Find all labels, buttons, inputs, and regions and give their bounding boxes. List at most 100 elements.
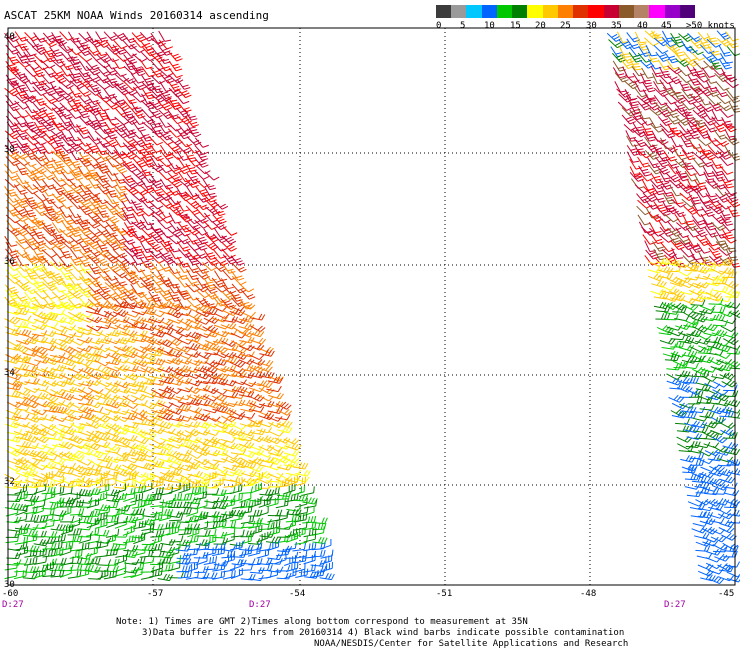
wind-barb [104, 59, 118, 70]
wind-barb [13, 184, 28, 195]
wind-barb [727, 517, 740, 524]
wind-barb [139, 130, 153, 142]
wind-barb [15, 282, 31, 292]
wind-barb [68, 207, 82, 219]
wind-barb [713, 129, 728, 140]
wind-barb [274, 455, 291, 464]
wind-barb [15, 329, 32, 337]
wind-barb [195, 186, 210, 197]
wind-barb [42, 454, 58, 461]
wind-barb [176, 79, 191, 90]
wind-barb [168, 378, 184, 386]
wind-barb [6, 383, 23, 391]
wind-barb [40, 121, 56, 132]
wind-barb [22, 285, 38, 295]
wind-barb [85, 165, 99, 177]
wind-barb [141, 88, 155, 100]
note-line-3: NOAA/NESDIS/Center for Satellite Applica… [116, 639, 628, 650]
wind-barb [675, 418, 690, 425]
wind-barb [96, 108, 110, 120]
wind-barb [25, 109, 40, 120]
wind-barb [123, 380, 140, 388]
wind-barb [123, 138, 139, 148]
wind-barb [4, 569, 18, 580]
wind-barb [185, 313, 202, 320]
wind-barb [86, 394, 103, 401]
wind-barb [6, 340, 23, 347]
lat-label: 38 [4, 145, 15, 155]
wind-barb [15, 87, 29, 99]
wind-barb [70, 407, 86, 414]
wind-barb [87, 458, 104, 466]
wind-barb [14, 299, 31, 308]
wind-barb [42, 235, 57, 245]
wind-barb [7, 495, 22, 503]
wind-barb [193, 256, 209, 266]
wind-barb [168, 256, 184, 266]
wind-barb [133, 437, 150, 445]
wind-barb [285, 442, 302, 451]
wind-barb [202, 307, 218, 316]
wind-barb [33, 255, 49, 264]
wind-barb [52, 380, 68, 388]
scale-swatch [649, 5, 665, 18]
wind-barb [103, 316, 120, 325]
wind-barb [113, 427, 130, 435]
wind-barb [141, 100, 156, 110]
wind-barb [160, 435, 176, 443]
wind-barb [149, 116, 163, 128]
wind-barb [79, 170, 94, 181]
wind-barb [140, 137, 154, 148]
wind-barb [176, 262, 191, 274]
wind-barb [87, 130, 101, 142]
wind-barb [34, 400, 51, 408]
wind-barb [158, 135, 174, 146]
wind-barb [131, 151, 147, 160]
wind-barb [51, 291, 67, 301]
wind-barb [50, 364, 67, 372]
wind-barb [77, 351, 94, 360]
wind-barb [123, 372, 140, 381]
wind-barb [158, 45, 173, 56]
wind-barb [721, 228, 735, 240]
wind-barb [15, 356, 32, 364]
wind-barb [159, 277, 174, 288]
wind-barb [131, 409, 147, 417]
wind-barb [166, 304, 183, 312]
wind-barb [185, 289, 200, 301]
wind-barb [230, 270, 245, 281]
wind-barb [157, 412, 174, 421]
wind-barb [96, 421, 113, 430]
wind-barb [15, 370, 31, 378]
wind-barb [67, 142, 83, 152]
wind-barb [292, 543, 307, 552]
wind-barb [194, 372, 211, 380]
wind-barb [232, 433, 248, 442]
wind-barb [24, 240, 40, 251]
wind-barb [139, 31, 155, 42]
wind-barb [131, 221, 147, 230]
wind-barb [77, 156, 92, 167]
wind-barb [247, 444, 264, 451]
wind-barb [68, 157, 82, 169]
wind-barb [123, 365, 139, 372]
wind-barb [112, 309, 129, 317]
wind-barb [177, 88, 192, 99]
wind-barb [16, 143, 31, 154]
wind-barb [15, 173, 29, 185]
wind-barb [168, 290, 181, 302]
wind-barb [58, 198, 73, 209]
wind-barb [6, 227, 22, 237]
wind-barb [14, 379, 31, 386]
wind-barb [150, 329, 167, 338]
wind-barb [24, 255, 40, 265]
wind-barb [202, 262, 218, 272]
wind-barb [141, 336, 158, 345]
wind-barb [727, 509, 740, 517]
wind-barb [76, 360, 93, 367]
wind-barb [52, 557, 67, 565]
wind-barb [707, 136, 722, 147]
wind-barb [177, 353, 194, 360]
wind-barb [94, 44, 108, 56]
wind-barb [707, 568, 724, 575]
